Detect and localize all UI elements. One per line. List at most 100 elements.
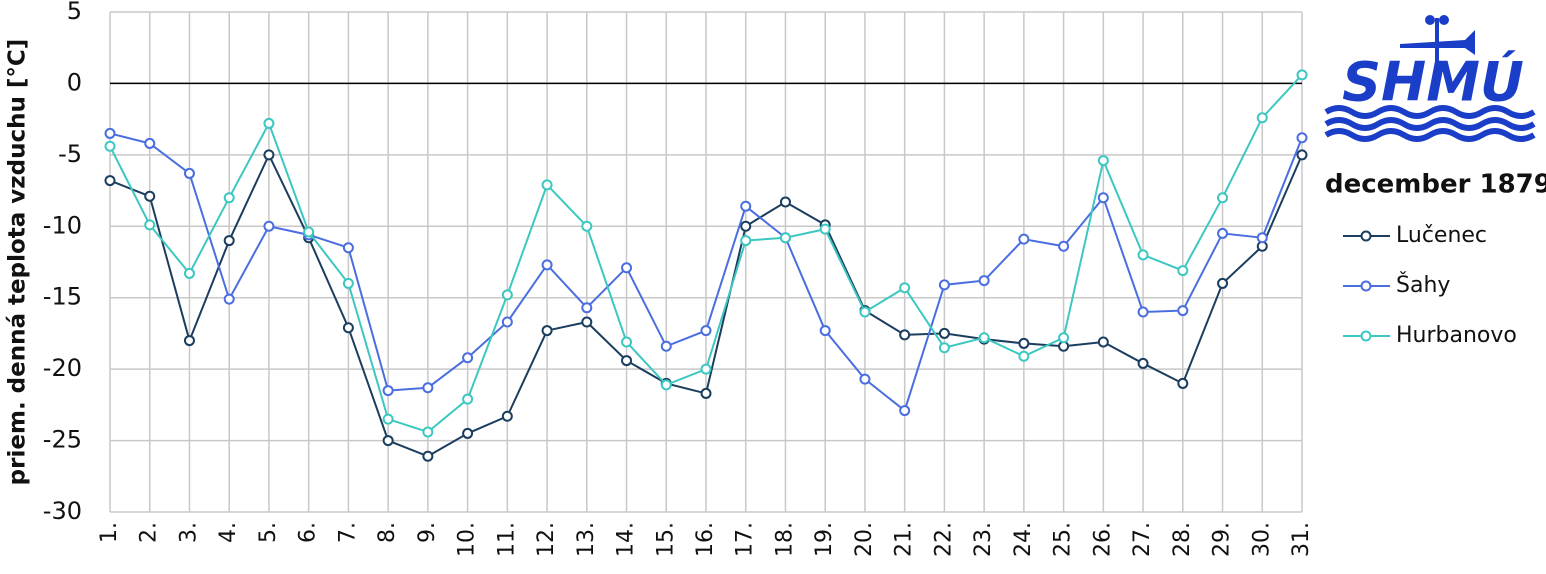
data-point	[1058, 332, 1070, 344]
x-tick-label: 3.	[176, 522, 201, 543]
data-point	[303, 226, 315, 238]
data-point	[342, 242, 354, 254]
legend-marker	[1360, 330, 1372, 342]
legend-label: Lučenec	[1396, 223, 1487, 248]
data-point	[1217, 192, 1229, 204]
data-point	[1137, 306, 1149, 318]
data-point	[1217, 227, 1229, 239]
logo-cup	[1425, 15, 1435, 25]
y-tick-label: -10	[43, 211, 82, 239]
x-tick-label: 6.	[296, 522, 321, 543]
data-point	[978, 332, 990, 344]
x-tick-label: 2.	[137, 522, 162, 543]
logo-cup	[1439, 15, 1449, 25]
y-tick-label: -25	[43, 426, 82, 454]
x-tick-label: 24.	[1011, 522, 1036, 557]
data-point	[700, 387, 712, 399]
y-tick-label: -5	[58, 140, 82, 168]
x-tick-label: 1.	[97, 522, 122, 543]
data-point	[1018, 233, 1030, 245]
data-point	[342, 277, 354, 289]
data-point	[938, 279, 950, 291]
data-point	[621, 262, 633, 274]
data-point	[382, 435, 394, 447]
x-tick-label: 13.	[574, 522, 599, 557]
data-point	[740, 220, 752, 232]
x-tick-label: 18.	[772, 522, 797, 557]
data-point	[223, 293, 235, 305]
data-point	[501, 289, 513, 301]
x-tick-label: 8.	[375, 522, 400, 543]
data-point	[1137, 357, 1149, 369]
legend-label: Hurbanovo	[1396, 323, 1517, 348]
x-tick-label: 21.	[892, 522, 917, 557]
x-tick-label: 7.	[335, 522, 360, 543]
x-tick-label: 9.	[415, 522, 440, 543]
logo-wave	[1324, 105, 1536, 119]
data-point	[541, 179, 553, 191]
data-point	[740, 235, 752, 247]
data-point	[501, 410, 513, 422]
x-tick-label: 16.	[693, 522, 718, 557]
data-point	[104, 127, 116, 139]
x-tick-label: 20.	[852, 522, 877, 557]
y-tick-label: -20	[43, 354, 82, 382]
data-point	[978, 275, 990, 287]
x-tick-label: 22.	[931, 522, 956, 557]
x-tick-label: 17.	[733, 522, 758, 557]
data-point	[263, 220, 275, 232]
y-tick-label: 5	[67, 0, 82, 25]
legend-label: Šahy	[1396, 272, 1450, 298]
data-point	[779, 232, 791, 244]
data-point	[1296, 69, 1308, 81]
data-point	[462, 352, 474, 364]
data-point	[462, 427, 474, 439]
data-point	[342, 322, 354, 334]
data-point	[819, 325, 831, 337]
legend-marker	[1360, 280, 1372, 292]
data-point	[263, 149, 275, 161]
data-point	[899, 405, 911, 417]
data-point	[859, 373, 871, 385]
logo-text: SHMÚ	[1342, 51, 1524, 114]
y-tick-label: -30	[43, 497, 82, 525]
data-point	[144, 190, 156, 202]
data-point	[104, 140, 116, 152]
data-point	[1256, 232, 1268, 244]
data-point	[382, 413, 394, 425]
data-point	[1217, 277, 1229, 289]
data-point	[1296, 132, 1308, 144]
x-tick-label: 5.	[256, 522, 281, 543]
data-point	[144, 219, 156, 231]
data-point	[501, 316, 513, 328]
data-point	[621, 336, 633, 348]
data-point	[422, 382, 434, 394]
data-point	[700, 325, 712, 337]
data-point	[223, 235, 235, 247]
x-tick-label: 11.	[494, 522, 519, 557]
data-point	[462, 393, 474, 405]
x-tick-label: 31.	[1289, 522, 1314, 557]
data-point	[700, 363, 712, 375]
data-point	[1018, 350, 1030, 362]
legend-marker	[1360, 230, 1372, 242]
logo-vane	[1400, 30, 1475, 55]
y-axis-label: priem. denná teplota vzduchu [°C]	[5, 39, 31, 486]
x-tick-label: 27.	[1130, 522, 1155, 557]
logo-wave	[1324, 128, 1536, 142]
data-point	[581, 316, 593, 328]
data-point	[859, 306, 871, 318]
data-point	[183, 335, 195, 347]
data-point	[899, 329, 911, 341]
data-point	[581, 302, 593, 314]
x-tick-label: 14.	[614, 522, 639, 557]
data-point	[819, 223, 831, 235]
data-point	[183, 267, 195, 279]
data-point	[1177, 377, 1189, 389]
data-point	[660, 379, 672, 391]
data-point	[1296, 149, 1308, 161]
x-tick-label: 12.	[534, 522, 559, 557]
data-point	[581, 220, 593, 232]
x-tick-label: 30.	[1249, 522, 1274, 557]
